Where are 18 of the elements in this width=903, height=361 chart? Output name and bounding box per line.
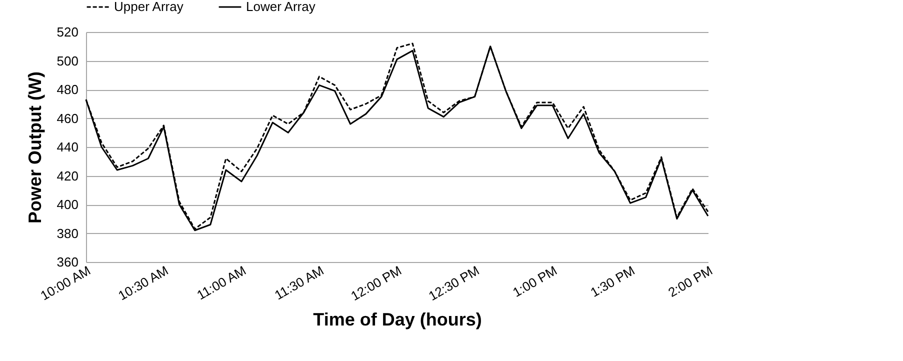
y-axis-title: Power Output (W) <box>24 72 45 224</box>
y-tick-label: 440 <box>56 140 78 154</box>
x-tick-label: 1:30 PM <box>588 262 638 300</box>
y-tick-label: 400 <box>56 197 78 212</box>
y-tick-label: 460 <box>56 110 78 126</box>
y-tick-label: 480 <box>56 82 78 97</box>
x-axis-title: Time of Day (hours) <box>313 310 482 330</box>
y-tick-label: 520 <box>56 24 78 40</box>
y-tick-label: 420 <box>56 168 78 184</box>
legend-label: Lower Array <box>246 0 316 14</box>
y-tick-label: 380 <box>56 226 78 241</box>
legend-label: Upper Array <box>114 0 184 14</box>
x-tick-label: 2:00 PM <box>666 262 715 300</box>
y-tick-label: 360 <box>56 254 78 270</box>
x-tick-label: 11:30 AM <box>272 262 326 303</box>
x-tick-label: 11:00 AM <box>194 262 248 303</box>
x-tick-label: 1:00 PM <box>510 262 560 300</box>
y-tick-label: 500 <box>56 53 78 68</box>
